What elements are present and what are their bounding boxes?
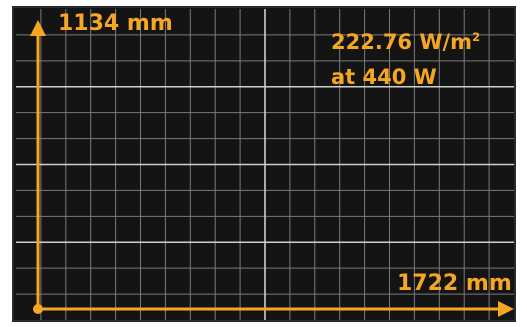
power-density-value: 222.76 W/m	[331, 30, 473, 54]
bus-bars	[16, 9, 514, 320]
power-density-exponent: 2	[472, 30, 481, 44]
power-rating-label: at 440 W	[331, 65, 437, 89]
height-arrow-head	[30, 20, 46, 36]
origin-dot	[33, 304, 43, 314]
power-density-label: 222.76 W/m2	[331, 30, 481, 54]
height-label: 1134 mm	[58, 11, 173, 36]
width-arrow-head	[498, 301, 514, 317]
width-label: 1722 mm	[397, 271, 512, 296]
